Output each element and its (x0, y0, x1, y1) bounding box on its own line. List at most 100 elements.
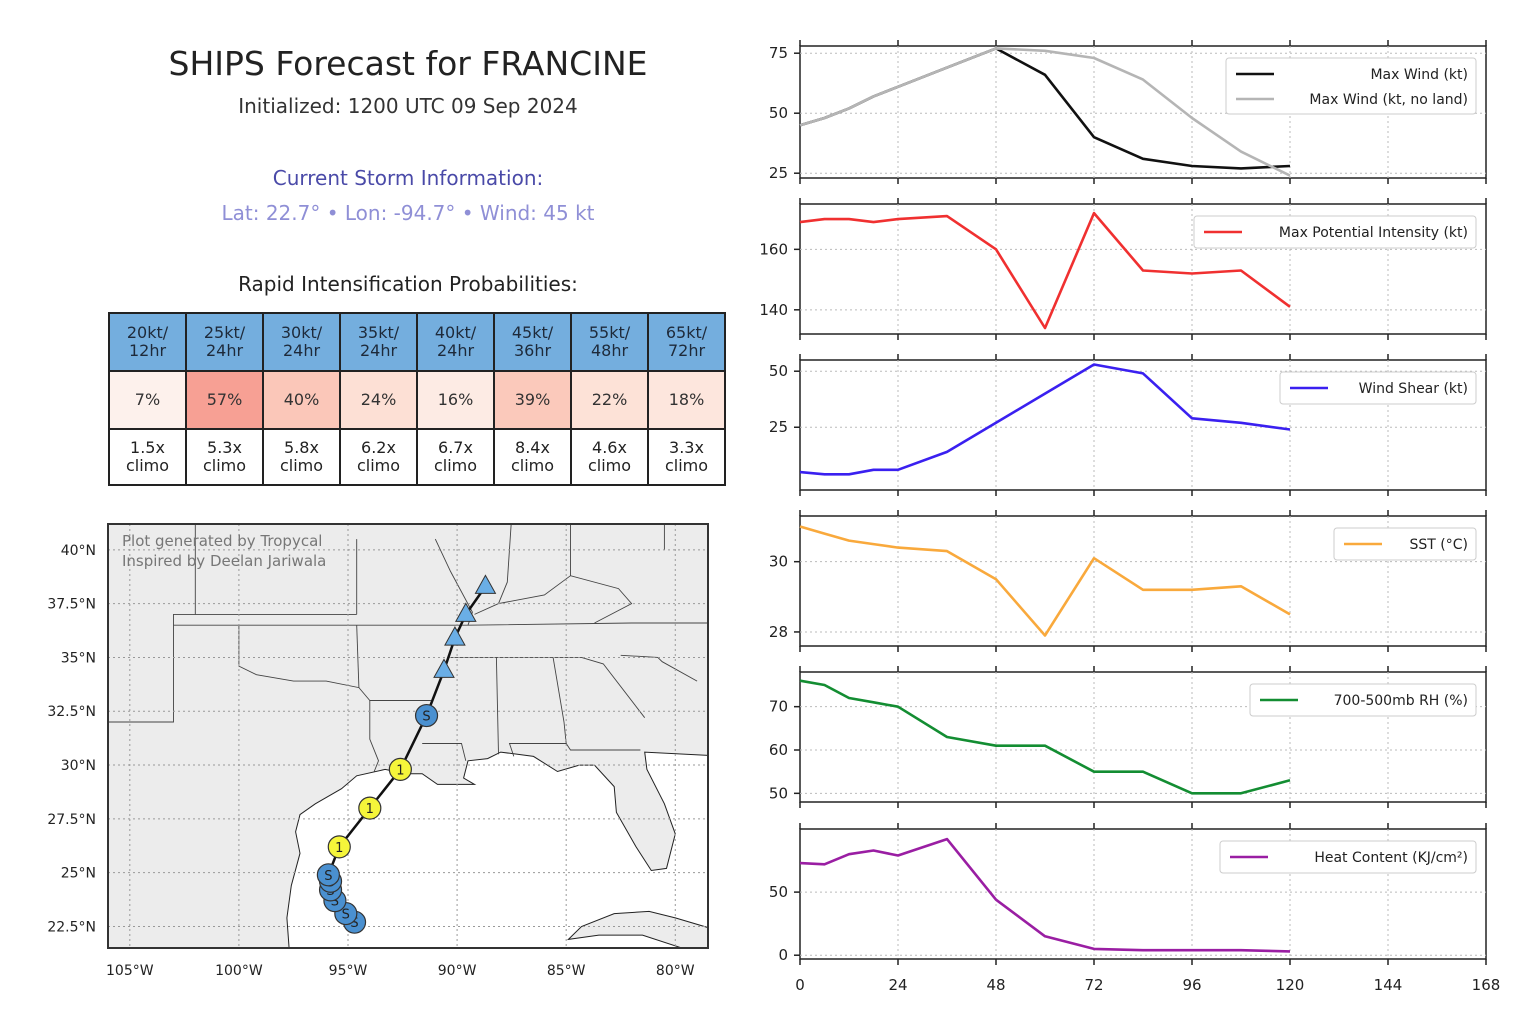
category1-marker (388, 757, 412, 781)
ri-probability-cell: 16% (416, 370, 495, 430)
map-area: SSSSSS111SPlot generated by TropycalInsp… (108, 524, 708, 948)
ri-probability-cell: 7% (108, 370, 187, 430)
chart-panel-6: 0 50 Heat Content (KJ/cm²) 0 24 48 72 96 120 144 1… (769, 823, 1500, 994)
y-tick-label: 28 (769, 623, 788, 641)
legend-label: Max Wind (kt) (1370, 67, 1468, 83)
series-line (799, 363, 1291, 476)
chart-panel-3: 25 50 Wind Shear (kt) (769, 354, 1487, 496)
north-america-land (108, 524, 708, 948)
x-tick-label: 24 (888, 976, 907, 994)
series-line (799, 525, 1291, 637)
marker-label: S (324, 869, 332, 884)
marker-label: S (350, 916, 358, 931)
state-border (108, 524, 196, 723)
map-lat-tick: 22.5°N (47, 919, 96, 935)
ri-climo-cell: 1.5x climo (108, 428, 187, 486)
ri-header-cell: 40kt/24hr (416, 312, 495, 372)
y-tick-label: 50 (769, 104, 788, 122)
current-storm-info: Lat: 22.7° • Lon: -94.7° • Wind: 45 kt (221, 201, 595, 225)
legend-box (1333, 527, 1477, 561)
map-lat-tick: 35°N (61, 650, 96, 666)
map-lon-tick: 90°W (438, 963, 477, 979)
depression-marker (444, 626, 466, 646)
y-tick-label: 160 (759, 240, 788, 258)
state-border (467, 622, 708, 626)
x-tick-label: 144 (1374, 976, 1403, 994)
y-tick-label: 140 (759, 301, 788, 319)
state-border (369, 700, 379, 772)
marker-label: S (422, 710, 430, 725)
ri-header-cell: 45kt/36hr (493, 312, 572, 372)
ri-header-cell: 30kt/24hr (262, 312, 341, 372)
chart-legend: Heat Content (KJ/cm²) (1219, 840, 1477, 874)
x-tick-label: 48 (986, 976, 1005, 994)
legend-label: SST (°C) (1410, 537, 1468, 553)
legend-box (1225, 57, 1477, 115)
ri-header-cell: 20kt/12hr (108, 312, 187, 372)
x-tick-label: 96 (1182, 976, 1201, 994)
legend-label: Max Potential Intensity (kt) (1279, 225, 1468, 241)
ri-table: 20kt/12hr 25kt/24hr 30kt/24hr 35kt/24hr 40kt… (108, 312, 726, 486)
state-border (422, 743, 467, 761)
ri-climo-cell: 6.2x climo (339, 428, 418, 486)
ri-probability-cell: 40% (262, 370, 341, 430)
chart-legend: 700-500mb RH (%) (1249, 683, 1477, 717)
marker-label: 1 (366, 802, 374, 817)
state-border (565, 743, 641, 751)
y-tick-label: 0 (778, 946, 788, 964)
ri-probability-cell: 39% (493, 370, 572, 430)
map-lon-tick: 85°W (547, 963, 586, 979)
map-lon-tick: 95°W (329, 963, 368, 979)
map-lat-tick: 32.5°N (47, 704, 96, 720)
map-lat-tick: 30°N (61, 758, 96, 774)
credit-line-2: Inspired by Deelan Jariwala (122, 552, 326, 570)
credit-line-1: Plot generated by Tropycal (122, 532, 322, 550)
ri-title: Rapid Intensification Probabilities: (238, 272, 578, 296)
y-tick-label: 25 (769, 164, 788, 182)
ri-climo-cell: 5.3x climo (185, 428, 264, 486)
category1-marker (358, 796, 382, 820)
ri-probability-row: 7% 57% 40% 24% 16% 39% 22% 18% (108, 370, 726, 430)
marker-label: S (331, 895, 339, 910)
ri-probability-cell: 57% (185, 370, 264, 430)
x-tick-label: 168 (1472, 976, 1501, 994)
x-tick-label: 0 (795, 976, 805, 994)
map-lat-tick: 25°N (61, 866, 96, 882)
map-lat-tick: 40°N (61, 543, 96, 559)
chart-panel-4: 28 30 SST (°C) (769, 510, 1487, 652)
tropical-storm-marker (316, 863, 340, 887)
x-tick-label: 72 (1084, 976, 1103, 994)
ri-climo-cell: 8.4x climo (493, 428, 572, 486)
legend-box (1219, 840, 1477, 874)
ri-header-cell: 65kt/72hr (647, 312, 726, 372)
map-lon-tick: 80°W (656, 963, 695, 979)
state-border (356, 625, 360, 688)
series-line (799, 679, 1291, 795)
depression-marker (433, 658, 455, 678)
ri-climo-cell: 4.6x climo (570, 428, 649, 486)
y-tick-label: 50 (769, 883, 788, 901)
series-line (799, 211, 1291, 330)
chart-panel-2: 140 160 Max Potential Intensity (kt) (759, 198, 1487, 340)
ri-climo-cell: 5.8x climo (262, 428, 341, 486)
map-lat-tick: 37.5°N (47, 597, 96, 613)
y-tick-label: 25 (769, 418, 788, 436)
legend-box (1249, 683, 1477, 717)
legend-label: 700-500mb RH (%) (1334, 693, 1468, 709)
legend-label: Max Wind (kt, no land) (1309, 92, 1468, 108)
initialized-time: Initialized: 1200 UTC 09 Sep 2024 (238, 94, 578, 118)
chart-panel-1: 25 50 75 Max Wind (kt) Max Wind (kt, no land… (769, 40, 1487, 184)
y-tick-label: 50 (769, 784, 788, 802)
y-tick-label: 60 (769, 741, 788, 759)
ri-header-cell: 55kt/48hr (570, 312, 649, 372)
ri-header-cell: 25kt/24hr (185, 312, 264, 372)
legend-label: Wind Shear (kt) (1359, 381, 1468, 397)
ri-header-cell: 35kt/24hr (339, 312, 418, 372)
ri-climo-cell: 3.3x climo (647, 428, 726, 486)
y-tick-label: 70 (769, 698, 788, 716)
series-line (799, 47, 1291, 177)
page-title: SHIPS Forecast for FRANCINE (168, 44, 648, 83)
state-border (498, 524, 512, 604)
